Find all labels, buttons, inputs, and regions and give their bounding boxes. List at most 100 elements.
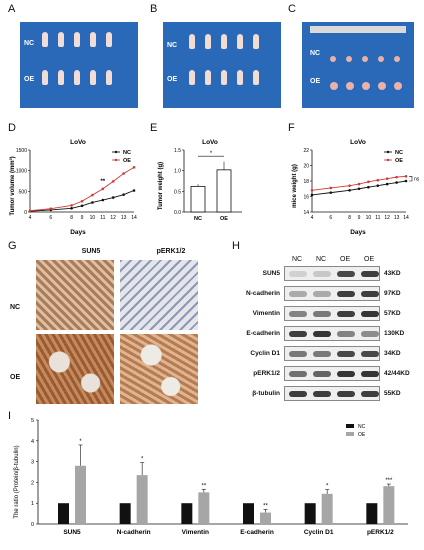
significance-label: *	[79, 439, 82, 445]
wb-band	[361, 351, 379, 357]
data-point-oe	[91, 193, 94, 197]
wb-band	[361, 331, 379, 337]
panel-label-b: B	[150, 3, 158, 15]
x-tick-label: OE	[220, 216, 228, 222]
ihc-panel: SUN5 pERK1/2 NC OE	[10, 248, 216, 408]
bar-nc	[366, 503, 378, 524]
legend-swatch-nc	[346, 424, 354, 428]
wb-band	[361, 391, 379, 397]
y-tick-label: 0	[31, 522, 34, 528]
x-tick-label: SUN5	[63, 529, 81, 536]
bar-nc	[304, 503, 316, 524]
bar-oe	[198, 492, 210, 524]
data-point-nc	[70, 206, 73, 210]
legend-label-oe: OE	[395, 158, 403, 164]
data-point-oe	[395, 175, 398, 179]
bar-oe	[136, 475, 148, 524]
data-point-nc	[385, 182, 389, 186]
chart-f-xlabel: Days	[350, 229, 366, 236]
y-tick-label: 500	[19, 189, 28, 195]
wb-band	[313, 271, 331, 277]
panel-label-i: I	[8, 410, 12, 422]
wb-protein-label: Cyclin D1	[250, 350, 280, 357]
legend-label-nc: NC	[358, 424, 366, 430]
data-point-oe	[122, 172, 125, 175]
bar-nc	[243, 503, 254, 524]
wb-band	[289, 311, 307, 317]
mice-weight-chart: LoVo Days mice weight (g) 14 16 18 20 22 4 6 8 9…	[292, 139, 420, 236]
data-point-oe	[132, 166, 136, 169]
x-tick-label: 14	[131, 215, 137, 221]
y-tick-label: 5	[31, 418, 34, 424]
ihc-oe-perk-image	[120, 334, 198, 404]
y-tick-label: 2	[31, 480, 34, 486]
y-tick-label: 0	[24, 210, 27, 216]
legend-label-nc: NC	[123, 150, 131, 156]
tumor-volume-chart: LoVo Days Tumor volume (mm³) 0 500 1000 150…	[9, 139, 137, 236]
x-tick-label: 8	[348, 215, 351, 221]
wb-lane-2: NC	[316, 256, 327, 263]
x-tick-label: 9	[358, 215, 361, 221]
y-tick-label: 0.5	[174, 189, 181, 195]
wb-band	[289, 371, 307, 377]
significance-label: ***	[385, 478, 393, 484]
y-tick-label: 4	[31, 439, 34, 445]
bar-oe	[216, 169, 232, 213]
wb-blot-strip	[284, 266, 380, 281]
wb-band	[337, 271, 355, 277]
legend-marker-nc	[114, 150, 118, 154]
wb-kd-label: 34KD	[384, 350, 401, 357]
x-tick-label: 10	[90, 215, 96, 221]
wb-band	[313, 291, 331, 297]
data-point-nc	[80, 204, 84, 208]
panel-label-g: G	[8, 240, 17, 252]
data-point-nc	[395, 181, 398, 184]
y-tick-label: 22	[303, 148, 309, 154]
x-tick-label: N-cadherin	[117, 529, 151, 536]
ihc-oe-sun5-image	[36, 334, 114, 404]
y-tick-label: 1	[31, 501, 34, 507]
ihc-row-nc: NC	[10, 304, 21, 311]
chart-f-title: LoVo	[350, 139, 366, 146]
y-tick-label: 16	[303, 195, 309, 201]
wb-blot-strip	[284, 286, 380, 301]
data-point-oe	[385, 177, 389, 180]
mice-photo-a: NC OE	[20, 22, 138, 108]
wb-kd-label: 97KD	[384, 290, 401, 297]
wb-band	[337, 351, 355, 357]
wb-lane-4: OE	[364, 256, 375, 263]
significance-label: **	[201, 483, 206, 489]
data-point-nc	[132, 189, 136, 192]
data-point-nc	[101, 198, 105, 202]
x-tick-label: 11	[375, 215, 380, 221]
wb-band	[289, 291, 307, 297]
significance-label: **	[263, 503, 268, 509]
wb-protein-label: pERK1/2	[253, 370, 280, 377]
x-tick-label: 9	[81, 215, 84, 221]
ihc-nc-sun5-image	[36, 260, 114, 330]
data-point-nc	[348, 189, 351, 192]
bar-nc	[181, 503, 193, 524]
bar-oe	[75, 465, 86, 524]
panel-label-f: F	[288, 122, 295, 134]
wb-band	[337, 291, 355, 297]
y-tick-label: 0.0	[174, 210, 181, 216]
wb-protein-label: N-cadherin	[246, 290, 280, 297]
data-point-oe	[80, 199, 84, 203]
x-tick-label: 6	[49, 215, 52, 221]
legend-label-oe: OE	[123, 158, 131, 164]
wb-kd-label: 42/44KD	[384, 370, 410, 377]
x-tick-label: 8	[70, 215, 73, 221]
data-point-nc	[91, 201, 94, 204]
data-point-nc	[122, 193, 125, 196]
wb-band	[289, 391, 307, 397]
data-point-oe	[404, 175, 408, 178]
wb-band	[337, 371, 355, 377]
wb-kd-label: 57KD	[384, 310, 401, 317]
data-point-nc	[367, 185, 370, 189]
data-point-nc	[111, 196, 115, 199]
data-point-nc	[357, 187, 361, 191]
panel-label-d: D	[8, 122, 16, 134]
x-tick-label: 4	[311, 215, 314, 221]
legend-marker-oe	[114, 158, 118, 162]
